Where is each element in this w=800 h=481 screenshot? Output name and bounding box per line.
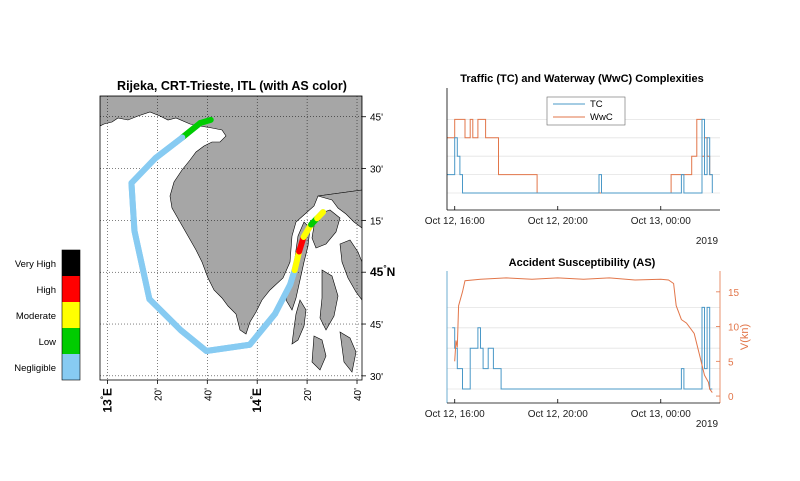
as-panel: Accident Susceptibility (AS) Oct 12, 16:… xyxy=(425,257,751,430)
colorbar-swatch xyxy=(62,328,80,354)
tick-hemisphere: E xyxy=(100,388,114,396)
kvarner-coast xyxy=(317,96,362,229)
complexity-panel: Traffic (TC) and Waterway (WwC) Complexi… xyxy=(425,73,720,247)
as-title: Accident Susceptibility (AS) xyxy=(509,257,656,269)
legend-wwc-label: WwC xyxy=(590,112,613,123)
map-grid xyxy=(100,96,362,380)
map-lat-tick-label: 30' xyxy=(370,165,383,176)
track-segment xyxy=(146,296,184,334)
colorbar-label: Negligible xyxy=(14,363,56,374)
colorbar-swatch xyxy=(62,250,80,276)
tick-degree-sign: ° xyxy=(249,396,258,399)
series-speed-line xyxy=(454,277,713,393)
map-lon-tick-label: 40' xyxy=(353,388,364,401)
rab-island xyxy=(339,239,362,301)
as-right-axis-label: V(kn) xyxy=(739,324,751,350)
right-tick-label: 0 xyxy=(728,392,734,403)
vessel-track xyxy=(128,116,327,354)
track-segment xyxy=(128,155,159,187)
map-lat-tick-label: 45°N xyxy=(370,264,395,279)
complexity-legend: TC WwC xyxy=(546,96,626,126)
as-plot-area xyxy=(447,271,720,403)
complexity-year: 2019 xyxy=(696,236,719,247)
map-lat-tick-label: 15' xyxy=(370,216,383,227)
pag-island xyxy=(319,269,339,331)
track-segment xyxy=(152,134,186,162)
track-segment xyxy=(291,248,303,274)
track-segment xyxy=(128,180,138,234)
track-segment xyxy=(246,310,279,348)
map-lon-ticks: 13°E 20' 40'14°E 20' 40' xyxy=(99,380,364,413)
track-segment xyxy=(314,209,327,222)
map-lon-tick-label: 14°E xyxy=(249,388,264,413)
small-island xyxy=(339,331,357,373)
as-x-ticks: Oct 12, 16:00 Oct 12, 20:00 Oct 13, 00:00 xyxy=(425,399,691,420)
as-colorbar: Very High High Moderate Low Negligible xyxy=(14,249,81,381)
map-lat-tick-label: 30' xyxy=(370,372,383,383)
legend-box xyxy=(546,96,626,126)
track-segment xyxy=(203,341,253,354)
tick-degrees: 45 xyxy=(370,265,384,279)
as-right-ticks: 0 5 10 15 xyxy=(716,288,740,403)
track-segment xyxy=(131,227,153,303)
as-year: 2019 xyxy=(696,419,719,430)
as-series xyxy=(452,277,713,393)
map-lat-tick-label: 45' xyxy=(370,320,383,331)
series-tc-line xyxy=(447,118,713,194)
x-tick-label: Oct 12, 20:00 xyxy=(528,409,588,420)
x-tick-label: Oct 13, 00:00 xyxy=(631,216,691,227)
colorbar-frame xyxy=(61,249,81,381)
complexity-series xyxy=(447,118,713,194)
right-tick-label: 5 xyxy=(728,357,734,368)
istria-land xyxy=(100,96,362,335)
colorbar-label: Moderate xyxy=(16,311,56,322)
legend-tc-label: TC xyxy=(590,99,603,110)
map-lon-tick-label: 20' xyxy=(153,388,164,401)
tick-degree-sign: ° xyxy=(99,396,108,399)
complexity-title: Traffic (TC) and Waterway (WwC) Complexi… xyxy=(460,73,703,85)
losinj-island xyxy=(291,299,307,345)
x-tick-label: Oct 12, 16:00 xyxy=(425,216,485,227)
tick-degrees: 13 xyxy=(100,399,114,413)
tick-degree-sign: ° xyxy=(383,264,386,273)
colorbar-swatch xyxy=(62,354,80,380)
colorbar-label: Very High xyxy=(15,259,56,270)
map-frame xyxy=(99,95,363,381)
x-tick-label: Oct 13, 00:00 xyxy=(631,409,691,420)
x-tick-label: Oct 12, 16:00 xyxy=(425,409,485,420)
right-tick-label: 10 xyxy=(728,323,740,334)
map-lat-tick-label: 45' xyxy=(370,113,383,124)
small-island xyxy=(311,335,327,371)
series-as-line xyxy=(452,306,713,390)
map-lon-tick-label: 40' xyxy=(203,388,214,401)
tick-degrees: 14 xyxy=(250,399,264,413)
map-lon-tick-label: 20' xyxy=(303,388,314,401)
colorbar-swatch xyxy=(62,302,80,328)
colorbar-label: Low xyxy=(39,337,57,348)
map-title: Rijeka, CRT-Trieste, ITL (with AS color) xyxy=(117,79,347,93)
tick-hemisphere: N xyxy=(387,265,396,279)
colorbar-swatch xyxy=(62,276,80,302)
right-tick-label: 15 xyxy=(728,288,740,299)
tick-hemisphere: E xyxy=(250,388,264,396)
map-panel: Rijeka, CRT-Trieste, ITL (with AS color)… xyxy=(14,79,395,413)
track-segment xyxy=(177,327,210,354)
x-tick-label: Oct 12, 20:00 xyxy=(528,216,588,227)
complexity-x-ticks: Oct 12, 16:00 Oct 12, 20:00 Oct 13, 00:00 xyxy=(425,206,691,227)
map-lon-tick-label: 13°E xyxy=(99,388,114,413)
track-segment xyxy=(179,119,204,141)
colorbar-label: High xyxy=(36,285,56,296)
map-lat-ticks: 45' 30' 15' 45°N 45' 30' xyxy=(362,113,395,383)
track-segment xyxy=(272,281,294,317)
